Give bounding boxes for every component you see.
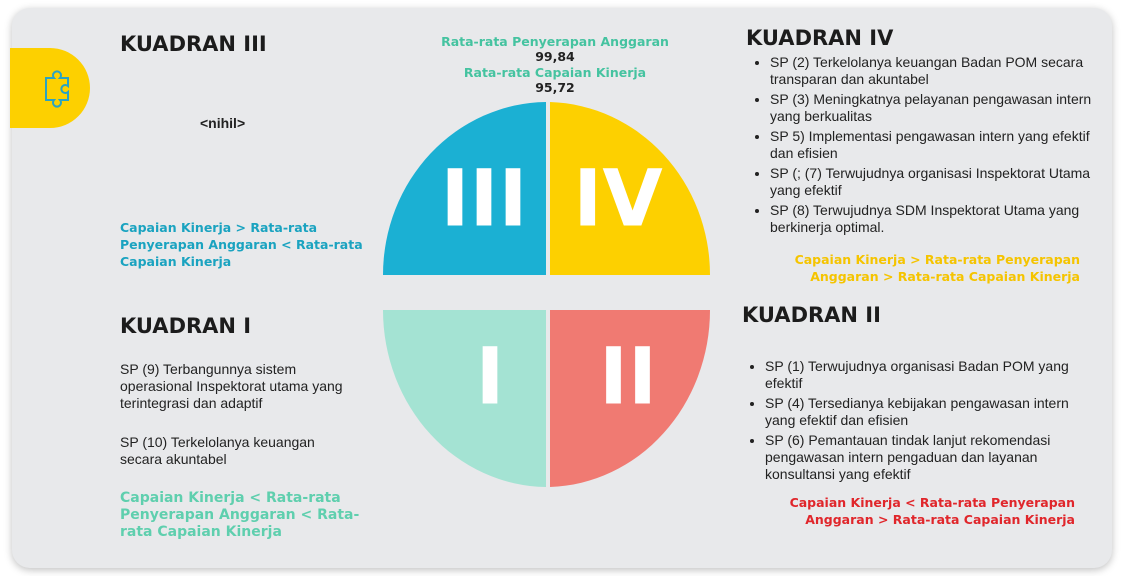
item: SP (8) Terwujudnya SDM Inspektorat Utama… <box>770 202 1100 236</box>
quadrant-title: KUADRAN IV <box>746 26 894 50</box>
quadrant-iii <box>383 102 546 275</box>
condition: Capaian Kinerja < Rata-rata Penyerapan A… <box>789 495 1075 527</box>
quadrant-iv <box>550 102 710 275</box>
quadrant-ii <box>550 310 710 487</box>
item-list: SP (1) Terwujudnya organisasi Badan POM … <box>745 358 1095 486</box>
absorption-value: 99,84 <box>535 49 575 64</box>
item: SP (9) Terbangunnya sistem operasional I… <box>120 361 343 411</box>
item: SP (4) Tersedianya kebijakan pengawasan … <box>765 395 1095 429</box>
puzzle-icon <box>45 70 69 108</box>
condition: Capaian Kinerja < Rata-rata Penyerapan A… <box>120 490 360 540</box>
item: SP (1) Terwujudnya organisasi Badan POM … <box>765 358 1095 392</box>
condition: Capaian Kinerja > Rata-rata Penyerapan A… <box>794 252 1080 284</box>
item-list: SP (2) Terkelolanya keuangan Badan POM s… <box>750 54 1100 239</box>
absorption-label: Rata-rata Penyerapan Anggaran <box>441 34 669 49</box>
item: <nihil> <box>200 115 246 131</box>
quadrant-title: KUADRAN III <box>120 32 267 56</box>
item: SP (2) Terkelolanya keuangan Badan POM s… <box>770 54 1100 88</box>
numeral: II <box>599 332 657 422</box>
item: SP 5) Implementasi pengawasan intern yan… <box>770 128 1100 162</box>
item: SP (10) Terkelolanya keuangan secara aku… <box>120 434 315 467</box>
numeral: IV <box>573 154 662 244</box>
performance-value: 95,72 <box>535 80 575 95</box>
numeral: III <box>440 154 527 244</box>
condition: Capaian Kinerja > Rata-rata Penyerapan A… <box>120 220 363 269</box>
item: SP (; (7) Terwujudnya organisasi Inspekt… <box>770 165 1100 199</box>
quadrant-title: KUADRAN I <box>120 314 252 338</box>
item: SP (3) Meningkatnya pelayanan pengawasan… <box>770 91 1100 125</box>
quadrant-title: KUADRAN II <box>742 303 881 327</box>
performance-label: Rata-rata Capaian Kinerja <box>463 65 647 80</box>
item: SP (6) Pemantauan tindak lanjut rekomend… <box>765 432 1095 483</box>
tab <box>10 48 90 128</box>
numeral: I <box>475 332 504 422</box>
quadrant-i <box>383 310 546 487</box>
